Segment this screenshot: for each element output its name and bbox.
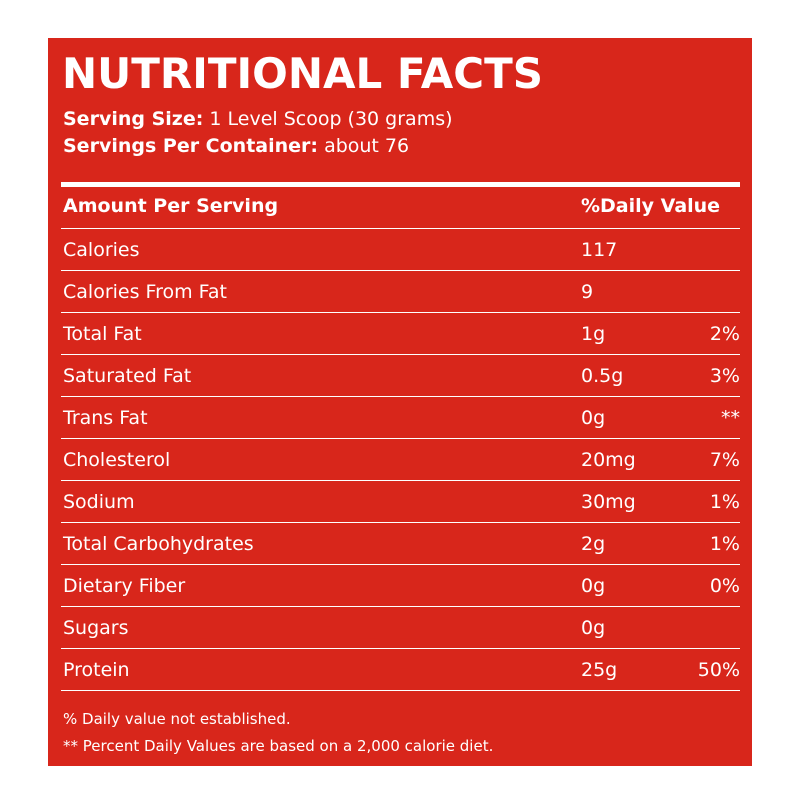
table-row: Dietary Fiber 0g 0% xyxy=(61,565,740,607)
table-row: Sugars 0g xyxy=(61,607,740,649)
nutrient-daily-value: 3% xyxy=(709,365,740,387)
nutrient-amount: 0g xyxy=(581,575,606,597)
nutrient-name: Calories xyxy=(63,239,140,261)
table-row: Calories 117 xyxy=(61,229,740,271)
footnote-not-established: % Daily value not established. xyxy=(63,710,291,728)
nutrient-name: Calories From Fat xyxy=(63,281,227,303)
nutrient-name: Total Carbohydrates xyxy=(63,533,254,555)
nutrient-name: Protein xyxy=(63,659,130,681)
table-row: Sodium 30mg 1% xyxy=(61,481,740,523)
thick-divider xyxy=(61,182,740,187)
table-row: Total Fat 1g 2% xyxy=(61,313,740,355)
table-row: Calories From Fat 9 xyxy=(61,271,740,313)
nutrient-name: Sodium xyxy=(63,491,135,513)
footnote-calorie-diet: ** Percent Daily Values are based on a 2… xyxy=(63,737,494,755)
serving-size-label: Serving Size: xyxy=(63,108,204,130)
nutrient-amount: 30mg xyxy=(581,491,636,513)
nutrient-name: Trans Fat xyxy=(63,407,148,429)
serving-size: Serving Size: 1 Level Scoop (30 grams) xyxy=(63,108,453,130)
nutrient-name: Saturated Fat xyxy=(63,365,192,387)
nutrient-daily-value: ** xyxy=(721,407,740,429)
table-row: Trans Fat 0g ** xyxy=(61,397,740,439)
table-header-row: Amount Per Serving %Daily Value xyxy=(61,187,740,229)
nutrient-amount: 0g xyxy=(581,407,606,429)
nutrient-name: Dietary Fiber xyxy=(63,575,186,597)
nutrient-amount: 2g xyxy=(581,533,606,555)
servings-per-container-label: Servings Per Container: xyxy=(63,135,319,157)
nutrient-daily-value: 1% xyxy=(709,491,740,513)
nutrient-daily-value: 50% xyxy=(697,659,740,681)
nutrient-amount: 117 xyxy=(581,239,618,261)
table-row: Total Carbohydrates 2g 1% xyxy=(61,523,740,565)
nutrient-amount: 20mg xyxy=(581,449,636,471)
nutrition-facts-panel: NUTRITIONAL FACTS Serving Size: 1 Level … xyxy=(48,38,752,766)
nutrient-name: Cholesterol xyxy=(63,449,171,471)
nutrient-name: Sugars xyxy=(63,617,129,639)
servings-per-container-value: about 76 xyxy=(324,135,410,157)
nutrient-amount: 25g xyxy=(581,659,618,681)
nutrient-amount: 1g xyxy=(581,323,606,345)
nutrient-daily-value: 7% xyxy=(709,449,740,471)
nutrient-amount: 0g xyxy=(581,617,606,639)
nutrition-title: NUTRITIONAL FACTS xyxy=(62,49,543,98)
nutrient-daily-value: 1% xyxy=(709,533,740,555)
nutrient-name: Total Fat xyxy=(63,323,142,345)
table-row: Protein 25g 50% xyxy=(61,649,740,691)
table-row: Cholesterol 20mg 7% xyxy=(61,439,740,481)
daily-value-header: %Daily Value xyxy=(581,195,721,217)
nutrient-daily-value: 0% xyxy=(709,575,740,597)
servings-per-container: Servings Per Container: about 76 xyxy=(63,135,409,157)
nutrient-daily-value: 2% xyxy=(709,323,740,345)
amount-per-serving-header: Amount Per Serving xyxy=(63,195,279,217)
nutrient-amount: 0.5g xyxy=(581,365,624,387)
nutrient-amount: 9 xyxy=(581,281,594,303)
serving-size-value: 1 Level Scoop (30 grams) xyxy=(209,108,453,130)
table-row: Saturated Fat 0.5g 3% xyxy=(61,355,740,397)
